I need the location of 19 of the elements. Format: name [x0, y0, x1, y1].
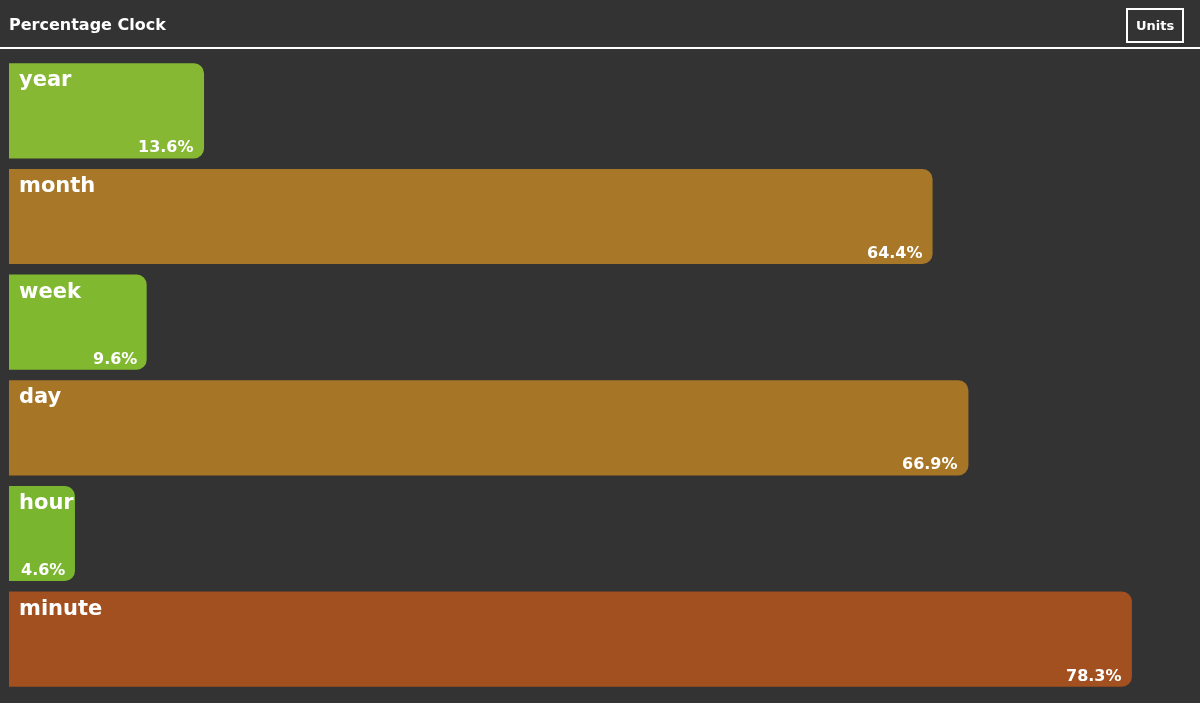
text: Units	[1136, 18, 1175, 33]
bar	[9, 380, 969, 476]
bar	[9, 168, 933, 265]
chart-title: Percentage Clock	[9, 14, 167, 34]
y-tick-label: day	[19, 384, 62, 408]
y-tick-label: hour	[19, 490, 75, 514]
data-label: 4.6%	[21, 560, 66, 579]
data-label: 64.4%	[867, 243, 923, 262]
y-tick-label: week	[19, 279, 82, 303]
data-label: 13.6%	[138, 137, 194, 156]
bar	[9, 274, 147, 370]
bar	[9, 63, 205, 159]
y-tick-label: month	[19, 173, 96, 197]
data-label: 66.9%	[902, 454, 958, 473]
data-label: 78.3%	[1066, 666, 1122, 685]
y-tick-label: year	[19, 67, 73, 91]
bar	[9, 591, 1132, 687]
data-label: 9.6%	[93, 349, 138, 368]
y-tick-label: minute	[19, 596, 103, 620]
